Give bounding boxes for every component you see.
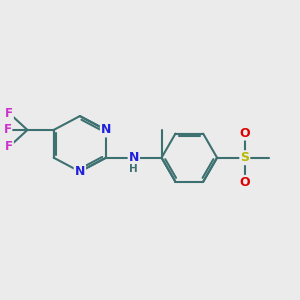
Text: N: N bbox=[75, 165, 85, 178]
Text: N: N bbox=[101, 124, 111, 136]
Text: O: O bbox=[239, 127, 250, 140]
Text: F: F bbox=[3, 124, 11, 136]
Text: F: F bbox=[5, 106, 13, 119]
Text: N: N bbox=[129, 151, 139, 164]
Text: S: S bbox=[240, 151, 249, 164]
Text: F: F bbox=[5, 140, 13, 153]
Text: H: H bbox=[129, 164, 138, 174]
Text: O: O bbox=[239, 176, 250, 189]
